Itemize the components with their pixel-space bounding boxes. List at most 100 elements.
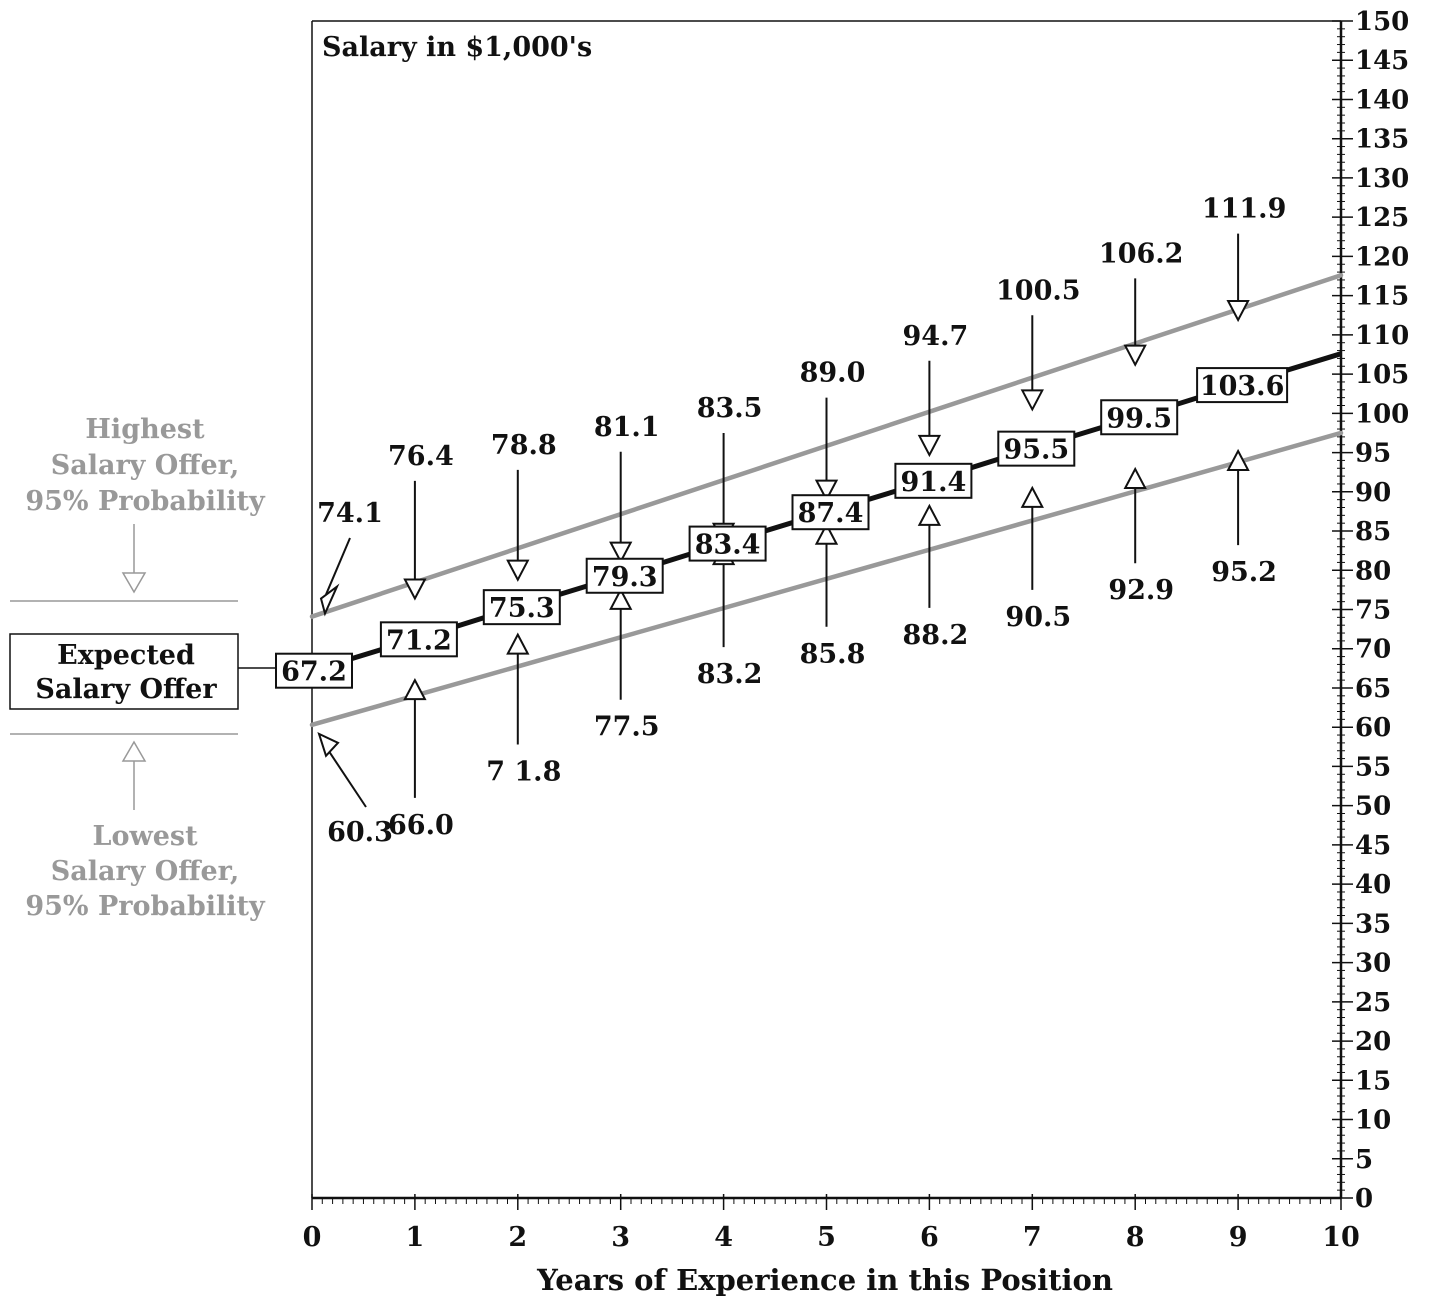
y-tick-label: 80 — [1355, 556, 1391, 586]
expected-value-label: 103.6 — [1200, 371, 1285, 402]
legend-highest-label: 95% Probability — [25, 486, 266, 517]
highest-arrow-marker — [917, 434, 942, 458]
y-tick-label: 25 — [1355, 988, 1391, 1018]
y-tick-label: 70 — [1355, 635, 1391, 665]
highest-value-label: 74.1 — [317, 498, 383, 529]
x-tick-label: 2 — [508, 1222, 527, 1253]
y-tick-label: 115 — [1355, 282, 1409, 312]
y-tick-label: 50 — [1355, 792, 1391, 822]
y-tick-label: 10 — [1355, 1106, 1391, 1136]
x-tick-label: 8 — [1126, 1222, 1145, 1253]
highest-arrow-marker — [814, 479, 839, 502]
expected-value-label: 79.3 — [592, 562, 658, 593]
highest-value-label: 106.2 — [1099, 238, 1184, 269]
y-tick-label: 85 — [1355, 517, 1391, 547]
lowest-arrow-marker — [1226, 448, 1250, 471]
lowest-arrow-marker — [506, 632, 530, 655]
x-tick-label: 3 — [611, 1222, 630, 1253]
expected-value-label: 95.5 — [1003, 435, 1069, 466]
y-tick-label: 140 — [1355, 85, 1409, 115]
y-tick-label: 125 — [1355, 203, 1409, 233]
highest-value-label: 111.9 — [1202, 194, 1287, 225]
lowest-arrow-marker — [403, 677, 427, 701]
expected-value-box — [482, 589, 561, 626]
expected-value-box — [585, 557, 664, 594]
x-tick-label: 1 — [406, 1222, 425, 1253]
y-tick-label: 150 — [1355, 7, 1409, 37]
legend-highest-label: Salary Offer, — [51, 450, 240, 481]
expected-value-label: 91.4 — [901, 467, 967, 498]
y-tick-label: 35 — [1355, 909, 1391, 939]
y-tick-label: 45 — [1355, 831, 1391, 861]
y-tick-label: 110 — [1355, 321, 1409, 351]
legend-lowest-arrow-marker — [121, 740, 147, 762]
legend-expected-label: Expected — [57, 640, 195, 671]
lowest-leader-line — [325, 746, 367, 808]
y-tick-label: 40 — [1355, 870, 1391, 900]
expected-value-box — [688, 525, 767, 562]
highest-arrow-marker — [403, 578, 427, 601]
highest-value-label: 100.5 — [996, 275, 1081, 306]
y-tick-label: 15 — [1355, 1066, 1391, 1096]
expected-value-box — [791, 494, 870, 531]
y-tick-label: 135 — [1355, 125, 1409, 155]
legend-lowest-label: Salary Offer, — [51, 856, 240, 887]
lowest-arrow-marker — [1123, 466, 1147, 490]
x-tick-label: 5 — [817, 1222, 836, 1253]
lowest-arrow-marker — [609, 587, 633, 610]
lowest-arrow-marker — [814, 522, 839, 545]
legend-lowest-label: 95% Probability — [25, 891, 266, 922]
y-tick-label: 120 — [1355, 242, 1409, 272]
expected-value-label: 99.5 — [1106, 403, 1172, 434]
expected-value-label: 83.4 — [695, 530, 761, 561]
expected-value-label: 67.2 — [281, 657, 347, 688]
x-axis-title: Years of Experience in this Position — [536, 1263, 1113, 1296]
expected-value-label: 71.2 — [386, 625, 452, 656]
x-tick-label: 6 — [920, 1222, 939, 1253]
y-tick-label: 100 — [1355, 399, 1409, 429]
y-tick-label: 90 — [1355, 478, 1391, 508]
highest-arrow-marker — [1123, 344, 1147, 367]
legend-highest-label: Highest — [85, 414, 205, 445]
lowest-value-label: 83.2 — [697, 659, 763, 690]
y-tick-label: 20 — [1355, 1027, 1391, 1057]
legend-expected-label: Salary Offer — [35, 674, 217, 705]
lowest-value-label: 66.0 — [388, 810, 454, 841]
y-tick-label: 60 — [1355, 713, 1391, 743]
lowest-arrow-marker — [317, 731, 340, 758]
legend-expected-box — [9, 633, 239, 710]
highest-value-label: 76.4 — [388, 441, 454, 472]
expected-value-box — [997, 430, 1076, 467]
highest-value-label: 94.7 — [903, 321, 969, 352]
highest-arrow-marker — [1226, 299, 1250, 323]
y-tick-label: 55 — [1355, 752, 1391, 782]
legend-highest-arrow-marker — [121, 572, 147, 594]
x-tick-label: 7 — [1023, 1222, 1042, 1253]
expected-value-box — [1100, 399, 1179, 436]
y-tick-label: 65 — [1355, 674, 1391, 704]
legend: Highest Salary Offer, 95% Probability Expec… — [9, 414, 276, 922]
expected-value-box — [275, 652, 353, 689]
lowest-value-label: 95.2 — [1211, 557, 1277, 588]
highest-leader-line — [325, 537, 351, 595]
lowest-arrow-marker — [1020, 485, 1044, 508]
highest-value-label: 78.8 — [491, 430, 557, 461]
lowest-value-label: 77.5 — [594, 712, 660, 743]
x-tick-label: 10 — [1322, 1222, 1360, 1253]
highest-arrow-marker — [319, 583, 340, 617]
lowest-value-label: 88.2 — [903, 620, 969, 651]
y-tick-label: 75 — [1355, 596, 1391, 626]
highest-value-label: 89.0 — [800, 358, 866, 389]
lowest-value-label: 7 1.8 — [486, 756, 561, 787]
expected-value-label: 75.3 — [489, 593, 555, 624]
lowest-value-label: 60.3 — [327, 817, 393, 848]
lowest-value-label: 92.9 — [1108, 575, 1174, 606]
y-tick-label: 5 — [1355, 1145, 1373, 1175]
expected-value-boxes: 67.2 71.2 75.3 79.3 83.4 87.4 91.4 95.5 99.5 103.… — [275, 367, 1289, 689]
highest-value-label: 83.5 — [697, 393, 763, 424]
highest-arrow-marker — [609, 541, 633, 564]
lowest-arrow-marker — [917, 503, 942, 526]
highest-value-label: 81.1 — [594, 412, 660, 443]
y-tick-label: 130 — [1355, 164, 1409, 194]
